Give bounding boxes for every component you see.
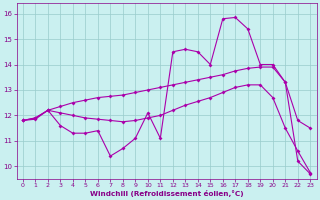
X-axis label: Windchill (Refroidissement éolien,°C): Windchill (Refroidissement éolien,°C) bbox=[90, 190, 244, 197]
